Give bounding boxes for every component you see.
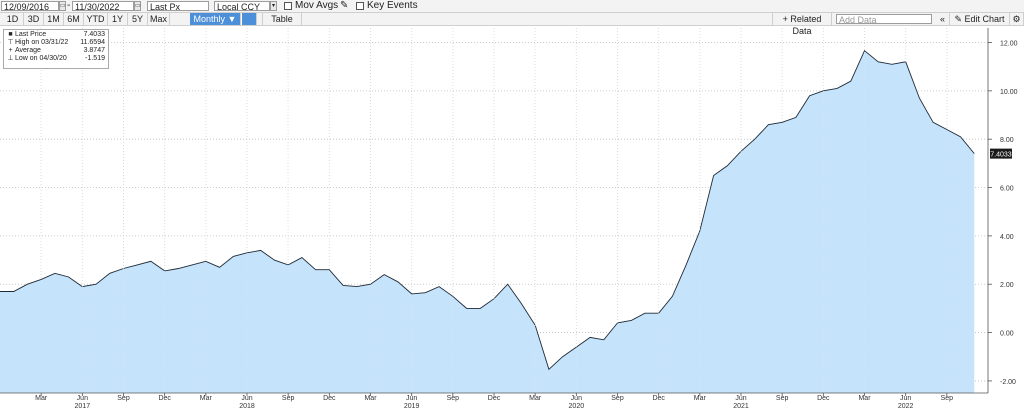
- y-tick-label: 10.00: [1000, 89, 1018, 96]
- currency-dropdown-icon[interactable]: ▾: [270, 1, 277, 11]
- related-data-label: Related Data: [790, 14, 822, 36]
- mov-avgs-checkbox[interactable]: [284, 2, 292, 10]
- price-area-fill: [0, 50, 975, 393]
- y-tick-label: 2.00: [1000, 282, 1014, 289]
- x-tick-label: Dec: [817, 395, 830, 402]
- field-selector[interactable]: Last Px: [147, 1, 209, 12]
- x-tick-label: Mar: [200, 395, 213, 402]
- x-year-label: 2020: [569, 403, 585, 410]
- period-button-ytd[interactable]: YTD: [84, 13, 108, 25]
- x-tick-label: Dec: [158, 395, 171, 402]
- frequency-dropdown[interactable]: Monthly ▼: [190, 13, 241, 25]
- last-value-badge: [990, 148, 1012, 159]
- chart-legend: ■ Last Price 7.4033 ⊤ High on 03/31/22 1…: [3, 29, 109, 69]
- y-tick-label: 8.00: [1000, 137, 1014, 144]
- average-marker-icon: +: [8, 47, 13, 54]
- legend-label: Last Price: [15, 31, 47, 38]
- x-tick-label: Sep: [611, 395, 624, 402]
- frequency-label: Monthly: [193, 14, 226, 24]
- chart-toolbar: 12/09/2016 ▭ - 11/30/2022 ▭ Last Px Loca…: [0, 0, 1024, 13]
- x-tick-label: Mar: [364, 395, 377, 402]
- start-date-calendar-icon[interactable]: ▭: [59, 1, 66, 11]
- legend-value: 3.8747: [83, 47, 105, 54]
- x-tick-label: Jun: [406, 395, 417, 402]
- legend-value: -1.519: [85, 55, 105, 62]
- period-button-1y[interactable]: 1Y: [108, 13, 128, 25]
- legend-row-high: ⊤ High on 03/31/22 11.6594: [7, 39, 105, 47]
- date-separator: -: [67, 0, 71, 11]
- legend-value: 7.4033: [83, 31, 105, 38]
- x-tick-label: Sep: [117, 395, 130, 402]
- x-year-label: 2017: [75, 403, 91, 410]
- x-tick-label: Jun: [900, 395, 911, 402]
- x-tick-label: Dec: [323, 395, 336, 402]
- legend-row-last-price: ■ Last Price 7.4033: [7, 31, 105, 39]
- frequency-extra-button[interactable]: [241, 13, 257, 25]
- table-button[interactable]: Table: [262, 13, 302, 25]
- period-button-1m[interactable]: 1M: [44, 13, 64, 25]
- low-marker-icon: ⊥: [7, 55, 14, 62]
- legend-label: Average: [15, 47, 41, 54]
- period-button-max[interactable]: Max: [148, 13, 170, 25]
- y-tick-label: 6.00: [1000, 186, 1014, 193]
- currency-selector[interactable]: Local CCY: [214, 1, 270, 12]
- x-tick-label: Sep: [941, 395, 954, 402]
- end-date-calendar-icon[interactable]: ▭: [134, 1, 141, 11]
- x-tick-label: Dec: [488, 395, 501, 402]
- x-tick-label: Sep: [282, 395, 295, 402]
- end-date-field[interactable]: 11/30/2022: [72, 1, 134, 12]
- mov-avgs-label: Mov Avgs: [295, 0, 339, 11]
- period-button-3d[interactable]: 3D: [24, 13, 44, 25]
- y-tick-label: 12.00: [1000, 41, 1018, 48]
- start-date-field[interactable]: 12/09/2016: [1, 1, 59, 12]
- period-button-6m[interactable]: 6M: [64, 13, 84, 25]
- pencil-icon[interactable]: ✎: [340, 0, 349, 11]
- key-events-label: Key Events: [367, 0, 418, 11]
- price-line: [0, 49, 975, 371]
- period-button-5y[interactable]: 5Y: [128, 13, 148, 25]
- last-value-label: 7.4033: [990, 152, 1012, 159]
- legend-row-average: + Average 3.8747: [7, 47, 105, 55]
- x-tick-label: Mar: [35, 395, 48, 402]
- x-tick-label: Sep: [447, 395, 460, 402]
- legend-row-low: ⊥ Low on 04/30/20 -1.519: [7, 55, 105, 63]
- y-tick-label: 4.00: [1000, 234, 1014, 241]
- last-price-marker-icon: ■: [8, 31, 13, 38]
- period-bar: Monthly ▼ Table + Related Data Add Data …: [0, 13, 1024, 36]
- x-tick-label: Jun: [571, 395, 582, 402]
- legend-label: Low on 04/30/20: [15, 55, 67, 62]
- x-tick-label: Jun: [77, 395, 88, 402]
- legend-value: 11.6594: [80, 39, 105, 46]
- x-tick-label: Mar: [529, 395, 542, 402]
- related-data-button[interactable]: + Related Data: [772, 13, 832, 36]
- collapse-icon[interactable]: «: [936, 13, 950, 25]
- y-tick-label: -2.00: [1000, 379, 1016, 386]
- x-year-label: 2019: [404, 403, 420, 410]
- x-year-label: 2022: [898, 403, 914, 410]
- x-tick-label: Mar: [694, 395, 707, 402]
- y-tick-label: 0.00: [1000, 331, 1014, 338]
- period-button-1d[interactable]: 1D: [2, 13, 24, 25]
- key-events-checkbox[interactable]: [356, 2, 364, 10]
- x-year-label: 2021: [733, 403, 749, 410]
- high-marker-icon: ⊤: [7, 39, 14, 46]
- x-tick-label: Jun: [735, 395, 746, 402]
- x-tick-label: Dec: [652, 395, 665, 402]
- x-tick-label: Sep: [776, 395, 789, 402]
- legend-label: High on 03/31/22: [15, 39, 69, 46]
- add-data-input[interactable]: Add Data: [836, 14, 932, 25]
- x-tick-label: Mar: [858, 395, 871, 402]
- edit-chart-button[interactable]: ✎ Edit Chart: [950, 13, 1010, 25]
- edit-chart-label: Edit Chart: [964, 14, 1005, 24]
- x-tick-label: Jun: [241, 395, 252, 402]
- x-year-label: 2018: [239, 403, 255, 410]
